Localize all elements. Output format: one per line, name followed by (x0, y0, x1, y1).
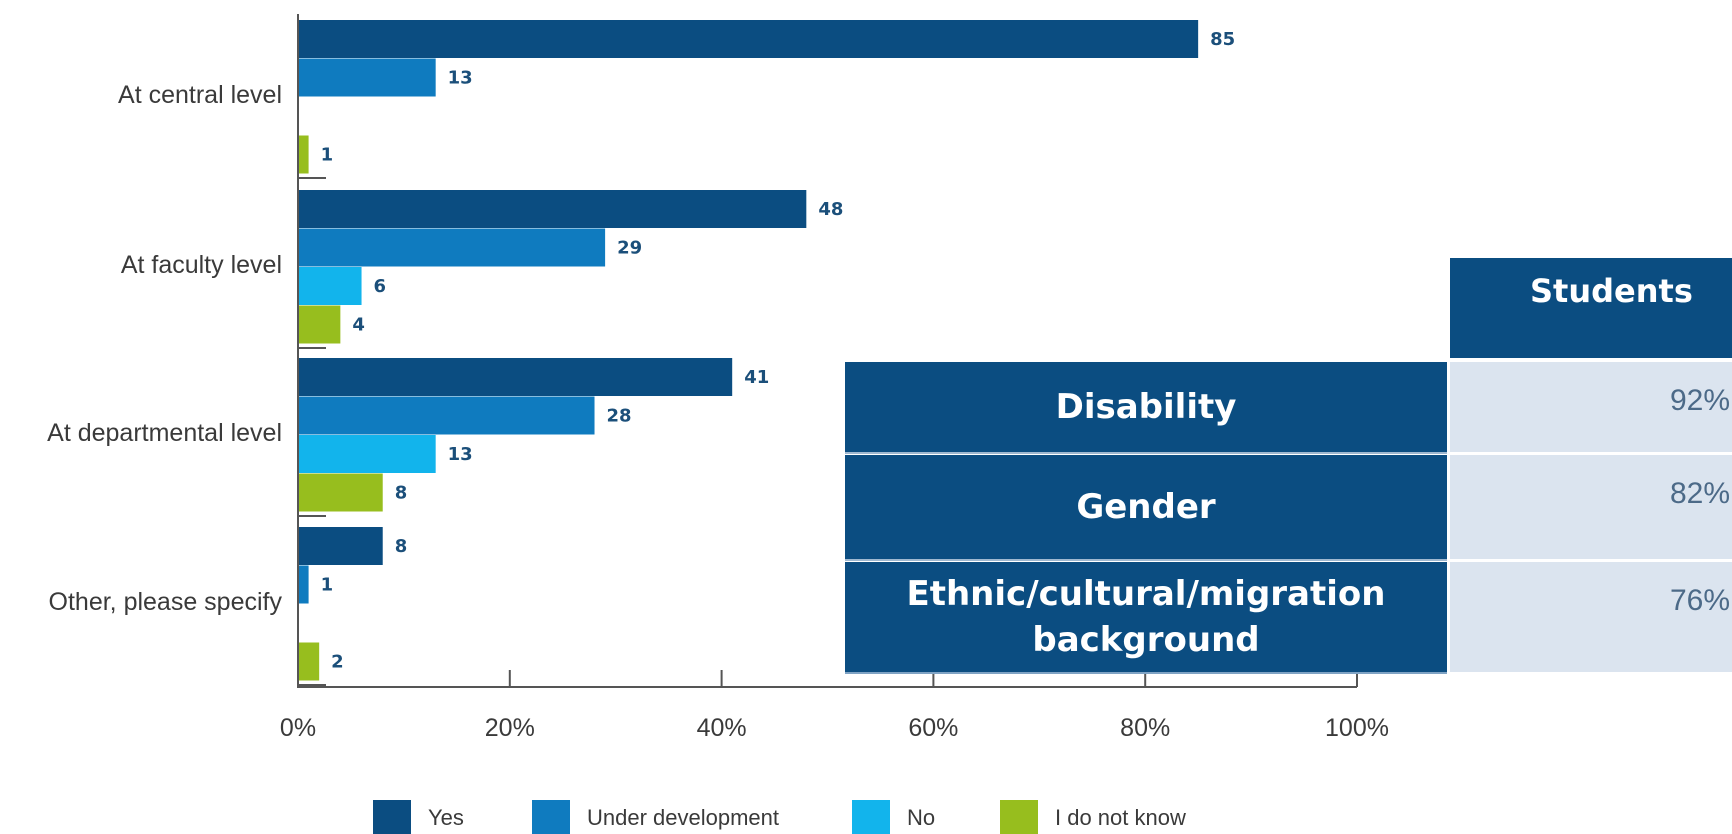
category-label: At faculty level (121, 251, 282, 279)
x-tick-label: 40% (697, 714, 747, 742)
legend-entry: Yes (428, 805, 464, 830)
data-label: 8 (395, 483, 408, 504)
legend-swatch (373, 800, 411, 834)
legend-swatch (1000, 800, 1038, 834)
legend-entry: I do not know (1055, 805, 1186, 830)
data-label: 13 (448, 444, 473, 465)
x-tick-label: 0% (280, 714, 316, 742)
data-label: 6 (374, 276, 387, 297)
data-label: 2 (331, 652, 344, 673)
data-label: 48 (818, 199, 843, 220)
legend-swatch (852, 800, 890, 834)
x-tick-label: 80% (1120, 714, 1170, 742)
data-label: 41 (744, 367, 769, 388)
x-axis: 0% 20% 40% 60% 80% 100% (280, 14, 1389, 742)
data-label: 4 (352, 315, 365, 336)
x-tick-label: 100% (1325, 714, 1389, 742)
data-label: 1 (321, 145, 334, 166)
legend-entry: No (907, 805, 935, 830)
bar (298, 642, 320, 681)
data-label: 8 (395, 536, 408, 557)
legend-swatch (532, 800, 570, 834)
category-label: At departmental level (47, 419, 282, 447)
legend-entry: Under development (587, 805, 779, 830)
data-label: 29 (617, 238, 642, 259)
bar (298, 190, 807, 228)
bar (298, 267, 362, 305)
data-label: 1 (321, 575, 334, 596)
bar (298, 305, 341, 344)
bar (298, 396, 595, 435)
x-tick-label: 20% (485, 714, 535, 742)
bar (298, 58, 436, 97)
data-label: 13 (448, 68, 473, 89)
bar (298, 20, 1199, 58)
data-label: 28 (607, 406, 632, 427)
bar (298, 527, 383, 565)
bar (298, 435, 436, 473)
bar (298, 473, 383, 512)
bar (298, 565, 309, 604)
bar (298, 358, 733, 396)
category-label: Other, please specify (49, 588, 283, 616)
bar (298, 135, 309, 174)
bars-layer (298, 20, 1199, 681)
data-label: 85 (1210, 29, 1235, 50)
bar (298, 228, 606, 267)
category-label: At central level (118, 81, 282, 109)
legend: Yes Under development No I do not know (373, 800, 1186, 834)
x-tick-label: 60% (908, 714, 958, 742)
